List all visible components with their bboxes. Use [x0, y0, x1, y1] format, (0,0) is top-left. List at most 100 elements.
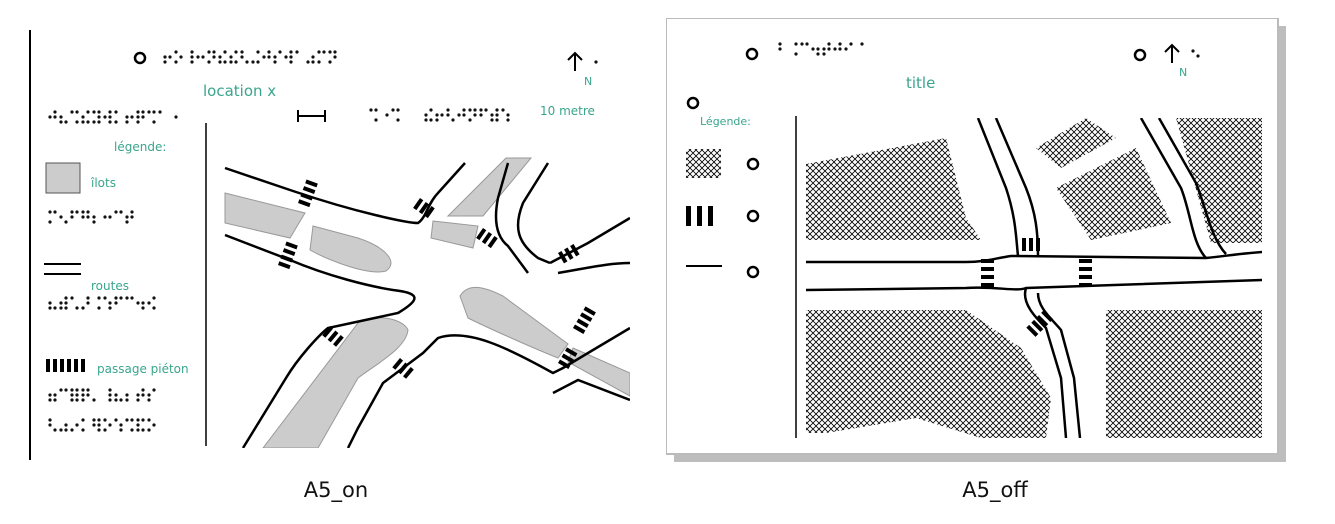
scale-label: 10 metre: [540, 104, 595, 118]
braille-dot: [119, 423, 123, 427]
braille-dot: [174, 115, 178, 119]
braille-dot: [262, 55, 266, 59]
braille-dot: [435, 118, 439, 122]
braille-dot: [103, 296, 107, 300]
braille-dot: [240, 55, 244, 59]
braille-dot: [114, 210, 118, 214]
braille-dot: [147, 398, 151, 402]
braille-dot: [75, 398, 79, 402]
braille-dot: [468, 118, 472, 122]
braille-dot: [48, 301, 52, 305]
braille-dot: [136, 393, 140, 397]
braille-dot: [92, 120, 96, 124]
braille-dot: [64, 423, 68, 427]
braille-dot: [506, 113, 510, 117]
braille-dot: [125, 398, 129, 402]
braille-dot: [108, 306, 112, 310]
braille-dot: [207, 60, 211, 64]
braille-dot: [141, 115, 145, 119]
braille-dot: [103, 215, 107, 219]
braille-dot: [59, 301, 63, 305]
braille-dot: [136, 120, 140, 124]
braille-dot: [81, 120, 85, 124]
braille-dot: [86, 120, 90, 124]
braille-dot: [816, 47, 820, 51]
braille-dot: [424, 118, 428, 122]
legend-label-roads: routes: [91, 279, 129, 293]
braille-dot: [70, 296, 74, 300]
braille-dot: [174, 50, 178, 54]
braille-dot: [108, 393, 112, 397]
braille-dot: [108, 388, 112, 392]
braille-dot: [70, 428, 74, 432]
braille-dot: [70, 393, 74, 397]
braille-dot: [473, 113, 477, 117]
north-label: N: [1179, 66, 1188, 79]
braille-dot: [306, 60, 310, 64]
braille-dot: [59, 215, 63, 219]
braille-text: [48, 50, 598, 432]
braille-dot: [59, 306, 63, 310]
braille-dot: [594, 60, 598, 64]
braille-dot: [374, 118, 378, 122]
braille-dot: [81, 388, 85, 392]
braille-dot: [114, 296, 118, 300]
braille-dot: [440, 113, 444, 117]
braille-dot: [462, 108, 466, 112]
braille-dot: [201, 55, 205, 59]
braille-dot: [278, 50, 282, 54]
braille-dot: [190, 55, 194, 59]
braille-dot: [130, 210, 134, 214]
braille-dot: [223, 60, 227, 64]
braille-dot: [125, 220, 129, 224]
braille-dot: [256, 60, 260, 64]
braille-dot: [190, 60, 194, 64]
braille-dot: [267, 50, 271, 54]
braille-dot: [457, 113, 461, 117]
braille-dot: [218, 60, 222, 64]
braille-dot: [136, 110, 140, 114]
braille-dot: [490, 118, 494, 122]
braille-dot: [81, 393, 85, 397]
braille-dot: [218, 55, 222, 59]
braille-dot: [778, 42, 782, 46]
braille-dot: [147, 418, 151, 422]
braille-dot: [1191, 49, 1195, 53]
braille-dot: [53, 393, 57, 397]
braille-dot: [429, 108, 433, 112]
braille-dot: [64, 120, 68, 124]
braille-marker: [745, 47, 759, 61]
braille-dot: [811, 47, 815, 51]
braille-dot: [495, 113, 499, 117]
braille-dot: [289, 60, 293, 64]
map-title: location x: [203, 82, 277, 100]
braille-dot: [81, 418, 85, 422]
braille-dot: [86, 110, 90, 114]
braille-dot: [424, 113, 428, 117]
braille-dot: [234, 60, 238, 64]
panel-a5-off: title N Légende:: [666, 18, 1286, 462]
braille-marker: [686, 96, 700, 110]
braille-dot: [136, 428, 140, 432]
braille-dot: [152, 110, 156, 114]
braille-dot: [446, 113, 450, 117]
braille-dot: [48, 398, 52, 402]
braille-dot: [163, 55, 167, 59]
braille-dot: [92, 423, 96, 427]
braille-dot: [103, 115, 107, 119]
braille-dot: [70, 110, 74, 114]
braille-dot: [64, 296, 68, 300]
braille-dot: [147, 301, 151, 305]
a5-on-map-svg: [29, 30, 630, 460]
braille-dot: [152, 423, 156, 427]
braille-dot: [479, 113, 483, 117]
braille-dot: [435, 113, 439, 117]
braille-dot: [207, 50, 211, 54]
caption-a5-off: A5_off: [962, 478, 1028, 502]
braille-dot: [108, 120, 112, 124]
braille-dot: [1196, 54, 1200, 58]
braille-dot: [495, 108, 499, 112]
braille-dot: [103, 418, 107, 422]
braille-dot: [125, 120, 129, 124]
braille-dot: [53, 210, 57, 214]
